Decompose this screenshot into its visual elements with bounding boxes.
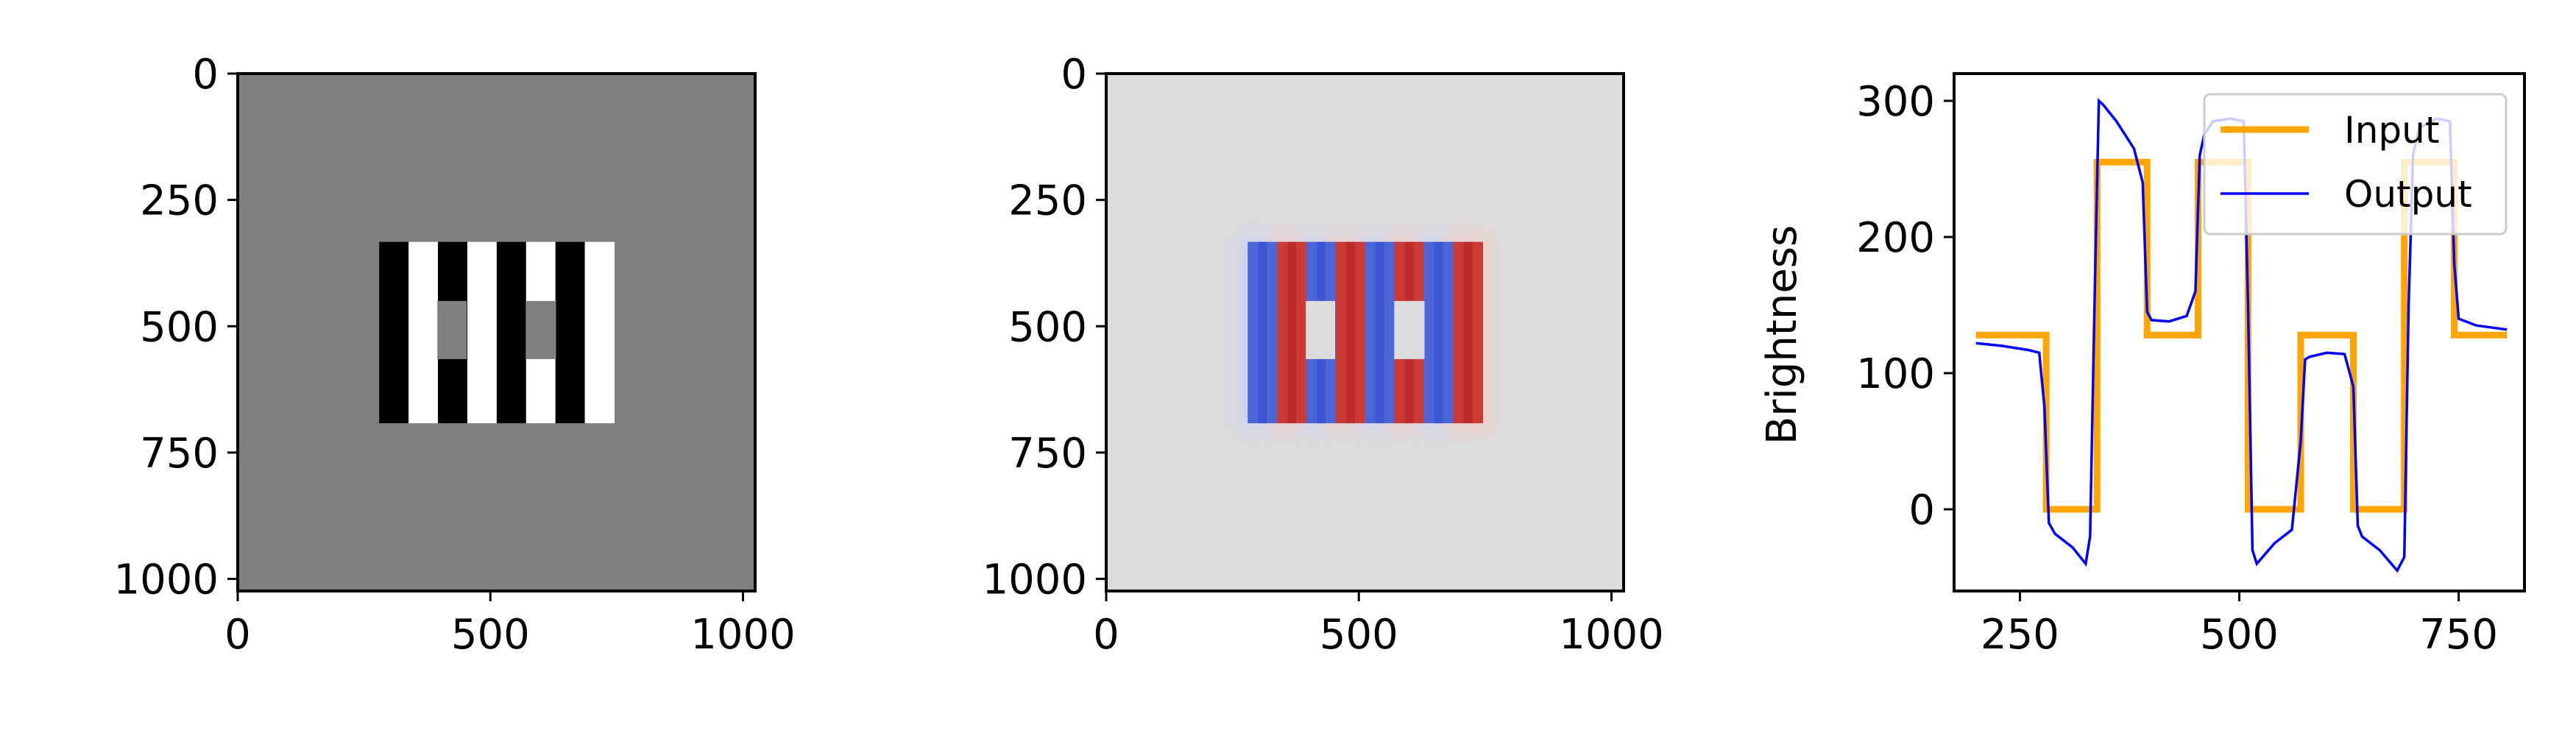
y-tick-label: 300 — [1856, 78, 1935, 126]
stripe-black — [555, 241, 586, 424]
profile-legend: Input Output — [2203, 93, 2508, 236]
input-image-panel: 0 500 1000 0 250 500 750 1000 — [113, 51, 795, 659]
y-tick-label: 500 — [140, 303, 219, 351]
output-stripe-pattern — [1248, 241, 1483, 424]
x-tick-label: 1000 — [1559, 611, 1664, 659]
profile-y-axis-label: Brightness — [1758, 225, 1806, 445]
stripe-core-blue — [1375, 241, 1384, 424]
output-gray-patches — [1306, 300, 1425, 359]
x-tick-label: 1000 — [690, 611, 796, 659]
y-tick-label: 750 — [140, 430, 219, 478]
stripe-white — [408, 241, 439, 424]
x-tick-label: 500 — [2200, 611, 2279, 659]
x-tick-label: 750 — [2419, 611, 2498, 659]
input-gray-patches — [437, 300, 556, 359]
y-tick-label: 0 — [1061, 51, 1087, 99]
input-stripe-pattern — [379, 241, 615, 424]
y-tick-label: 250 — [1008, 177, 1087, 225]
y-tick-label: 500 — [1008, 303, 1087, 351]
y-tick-label: 1000 — [982, 556, 1087, 604]
stripe-core-red — [1287, 241, 1297, 424]
profile-x-axis-ticks: 250 500 750 — [1981, 591, 2498, 659]
profile-y-axis-ticks: 0 100 200 300 — [1856, 78, 1954, 534]
x-tick-label: 500 — [451, 611, 530, 659]
output-image-panel: 0 500 1000 0 250 500 750 1000 — [982, 51, 1663, 659]
stripe-black — [496, 241, 527, 424]
y-tick-label: 200 — [1856, 214, 1935, 262]
y-tick-label: 100 — [1856, 350, 1935, 398]
stripe-white — [584, 241, 615, 424]
stripe-core-blue — [1434, 241, 1443, 424]
x-tick-label: 0 — [224, 611, 251, 659]
input-x-axis-ticks: 0 500 1000 — [224, 591, 796, 659]
input-y-axis-ticks: 0 250 500 750 1000 — [113, 51, 238, 604]
stripe-core-red — [1463, 241, 1473, 424]
output-x-axis-ticks: 0 500 1000 — [1093, 591, 1664, 659]
output-y-axis-ticks: 0 250 500 750 1000 — [982, 51, 1106, 604]
x-tick-label: 250 — [1981, 611, 2059, 659]
stripe-white — [467, 241, 498, 424]
stripe-core-red — [1345, 241, 1355, 424]
input-image-frame — [236, 72, 757, 592]
y-tick-label: 1000 — [113, 556, 219, 604]
y-tick-label: 0 — [192, 51, 219, 99]
output-image-frame — [1105, 72, 1625, 592]
y-tick-label: 250 — [140, 177, 219, 225]
brightness-profile-panel: 250 500 750 0 100 200 300 Brightness Input Ou… — [1758, 72, 2526, 659]
gray-patch — [1394, 300, 1425, 359]
gray-patch — [526, 300, 556, 359]
gray-patch — [437, 300, 467, 359]
stripe-black — [379, 241, 409, 424]
stripe-core-blue — [1258, 241, 1267, 424]
gray-patch — [1306, 300, 1335, 359]
y-tick-label: 750 — [1008, 430, 1087, 478]
legend-output-label: Output — [2344, 173, 2472, 216]
x-tick-label: 500 — [1320, 611, 1398, 659]
x-tick-label: 0 — [1093, 611, 1119, 659]
y-tick-label: 0 — [1908, 486, 1935, 534]
legend-input-label: Input — [2344, 109, 2439, 152]
